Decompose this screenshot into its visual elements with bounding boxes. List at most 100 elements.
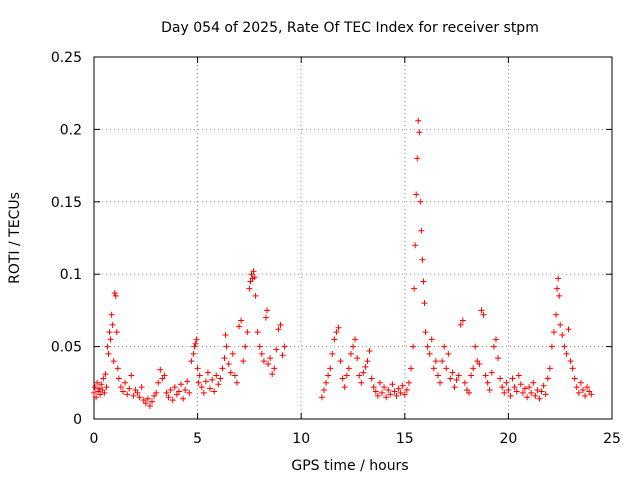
x-tick-label: 25 (603, 431, 621, 447)
data-point (419, 256, 426, 263)
data-point (434, 372, 441, 379)
data-point (256, 343, 263, 350)
data-point (337, 358, 344, 365)
data-point (157, 366, 164, 373)
data-point (155, 379, 162, 386)
data-point (544, 375, 551, 382)
data-point (250, 268, 257, 275)
data-point (428, 336, 435, 343)
data-point (190, 350, 197, 357)
data-point (542, 391, 549, 398)
data-point (416, 129, 423, 136)
data-point (347, 350, 354, 357)
y-tick-label: 0.15 (51, 195, 82, 211)
data-point (376, 379, 383, 386)
data-point (186, 389, 193, 396)
data-point (517, 381, 524, 388)
data-point (492, 336, 499, 343)
data-point (534, 387, 541, 394)
data-point (244, 329, 251, 336)
data-point (112, 292, 119, 299)
data-point (453, 376, 460, 383)
data-point (111, 290, 118, 297)
data-point (222, 332, 229, 339)
data-point (144, 395, 151, 402)
data-point (414, 155, 421, 162)
data-point (550, 329, 557, 336)
data-point (421, 300, 428, 307)
data-point (472, 343, 479, 350)
data-point (93, 394, 100, 401)
data-point (393, 392, 400, 399)
data-point (339, 375, 346, 382)
data-point (106, 329, 113, 336)
data-point (484, 379, 491, 386)
data-point (343, 372, 350, 379)
data-point (134, 389, 141, 396)
data-point (408, 365, 415, 372)
data-point (501, 389, 508, 396)
data-point (538, 388, 545, 395)
data-point (98, 381, 105, 388)
data-point (455, 372, 462, 379)
data-point (540, 382, 547, 389)
data-point (198, 384, 205, 391)
data-point (101, 389, 108, 396)
data-point (219, 365, 226, 372)
data-point (415, 117, 422, 124)
data-point (379, 389, 386, 396)
data-point (569, 365, 576, 372)
y-tick-label: 0.25 (51, 50, 82, 66)
data-point (524, 394, 531, 401)
data-point (105, 350, 112, 357)
data-point (426, 350, 433, 357)
data-point (191, 343, 198, 350)
data-point (413, 191, 420, 198)
data-point (352, 336, 359, 343)
y-tick-label: 0.1 (60, 267, 82, 283)
data-point (387, 391, 394, 398)
data-point (113, 329, 120, 336)
data-point (180, 395, 187, 402)
data-point (439, 358, 446, 365)
data-point (354, 355, 361, 362)
data-point (403, 387, 410, 394)
data-point (515, 372, 522, 379)
data-point (331, 336, 338, 343)
data-point (320, 387, 327, 394)
data-point (142, 400, 149, 407)
data-point (432, 358, 439, 365)
data-point (122, 379, 129, 386)
data-point (97, 391, 104, 398)
data-point (163, 389, 170, 396)
x-tick-label: 0 (90, 431, 99, 447)
data-point (102, 371, 109, 378)
data-point (227, 369, 234, 376)
data-point (262, 314, 269, 321)
data-point (258, 350, 265, 357)
data-point (399, 382, 406, 389)
chart-title: Day 054 of 2025, Rate Of TEC Index for r… (161, 20, 539, 36)
data-point (178, 381, 185, 388)
data-point (548, 343, 555, 350)
data-point (417, 198, 424, 205)
data-point (573, 384, 580, 391)
data-point (528, 389, 535, 396)
data-point (532, 392, 539, 399)
data-point (519, 389, 526, 396)
data-point (254, 329, 261, 336)
data-point (497, 375, 504, 382)
data-point (146, 402, 153, 409)
y-tick-label: 0.2 (60, 122, 82, 138)
data-point (511, 384, 518, 391)
data-point (335, 324, 342, 331)
y-tick-label: 0 (73, 412, 82, 428)
data-point (350, 343, 356, 350)
data-point (366, 347, 373, 354)
data-point (582, 392, 589, 399)
data-point (490, 343, 497, 350)
data-point (329, 350, 336, 357)
data-point (136, 394, 143, 401)
data-point (468, 372, 475, 379)
